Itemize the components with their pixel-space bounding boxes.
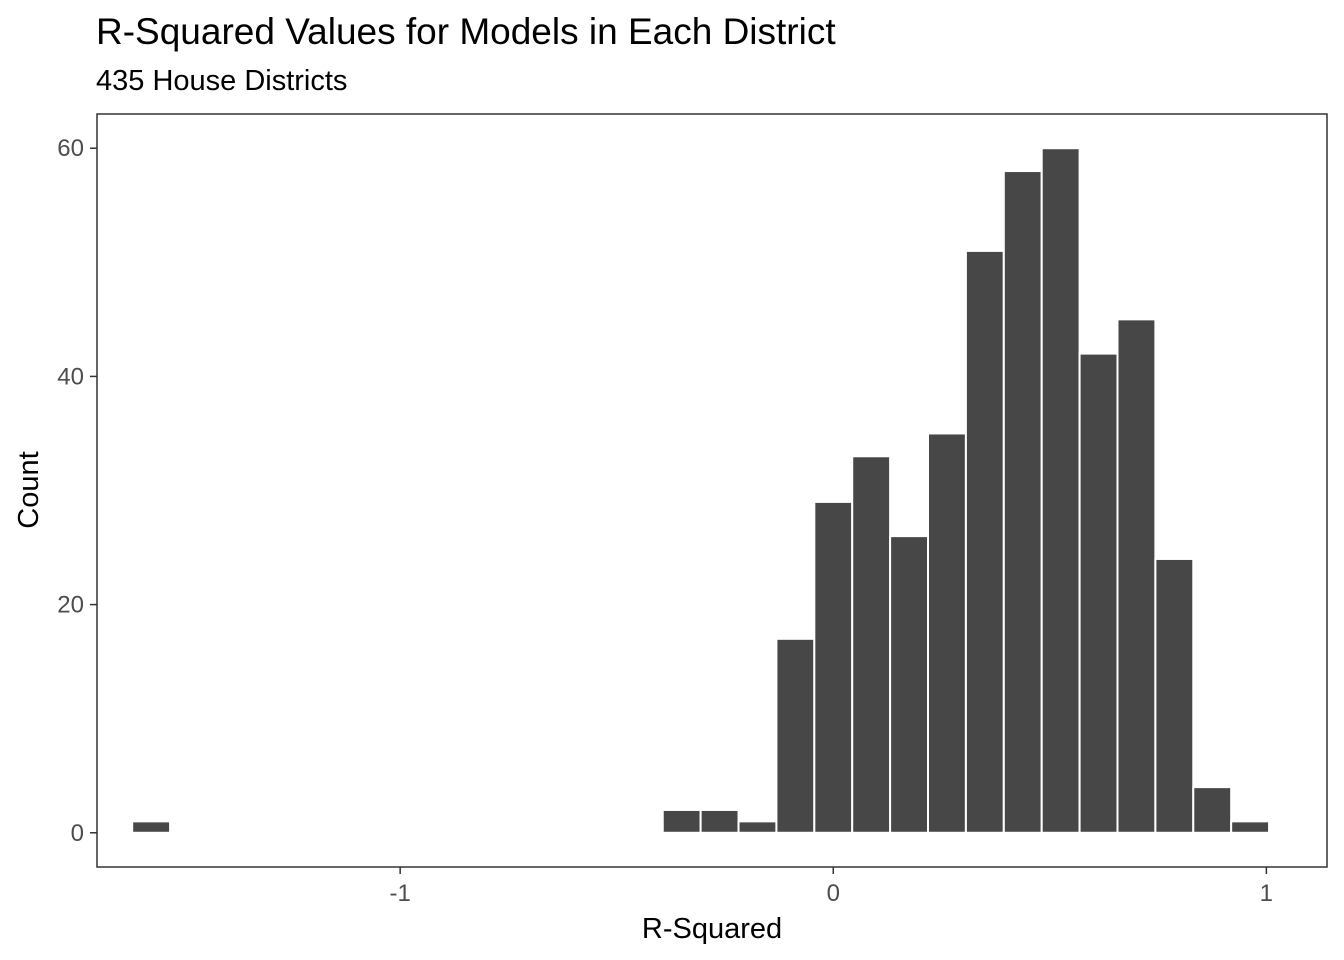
bars-group <box>131 147 1271 834</box>
histogram-bar <box>889 535 930 834</box>
y-tick-label: 60 <box>57 135 84 162</box>
histogram-bar <box>661 808 702 834</box>
histogram-bar <box>131 820 172 834</box>
y-tick-label: 40 <box>57 363 84 390</box>
histogram-bar <box>737 820 778 834</box>
histogram-bar <box>699 808 740 834</box>
panel-border <box>96 113 1328 868</box>
histogram-bar <box>1192 786 1233 834</box>
histogram-bar <box>813 500 854 834</box>
histogram-bar <box>1040 147 1081 834</box>
y-axis-title: Count <box>13 451 45 528</box>
histogram-bar <box>1154 557 1195 834</box>
histogram-bar <box>1002 170 1043 834</box>
y-tick-label: 20 <box>57 592 84 619</box>
chart-title: R-Squared Values for Models in Each Dist… <box>96 11 836 52</box>
histogram-bar <box>1078 352 1119 834</box>
x-tick-label: 1 <box>1260 880 1273 907</box>
histogram-bar <box>964 249 1005 834</box>
y-tick-label: 0 <box>71 820 84 847</box>
x-axis-title: R-Squared <box>642 913 782 945</box>
histogram-bar <box>1230 820 1271 834</box>
histogram-bar <box>927 432 967 834</box>
histogram-bar <box>1116 318 1157 834</box>
histogram-bar <box>775 637 816 834</box>
x-axis: -1 0 1 <box>389 867 1273 907</box>
chart-subtitle: 435 House Districts <box>96 65 347 97</box>
y-axis: 0 20 40 60 <box>57 135 97 847</box>
histogram-bar <box>851 455 892 834</box>
x-tick-label: 0 <box>827 880 840 907</box>
x-tick-label: -1 <box>389 880 410 907</box>
